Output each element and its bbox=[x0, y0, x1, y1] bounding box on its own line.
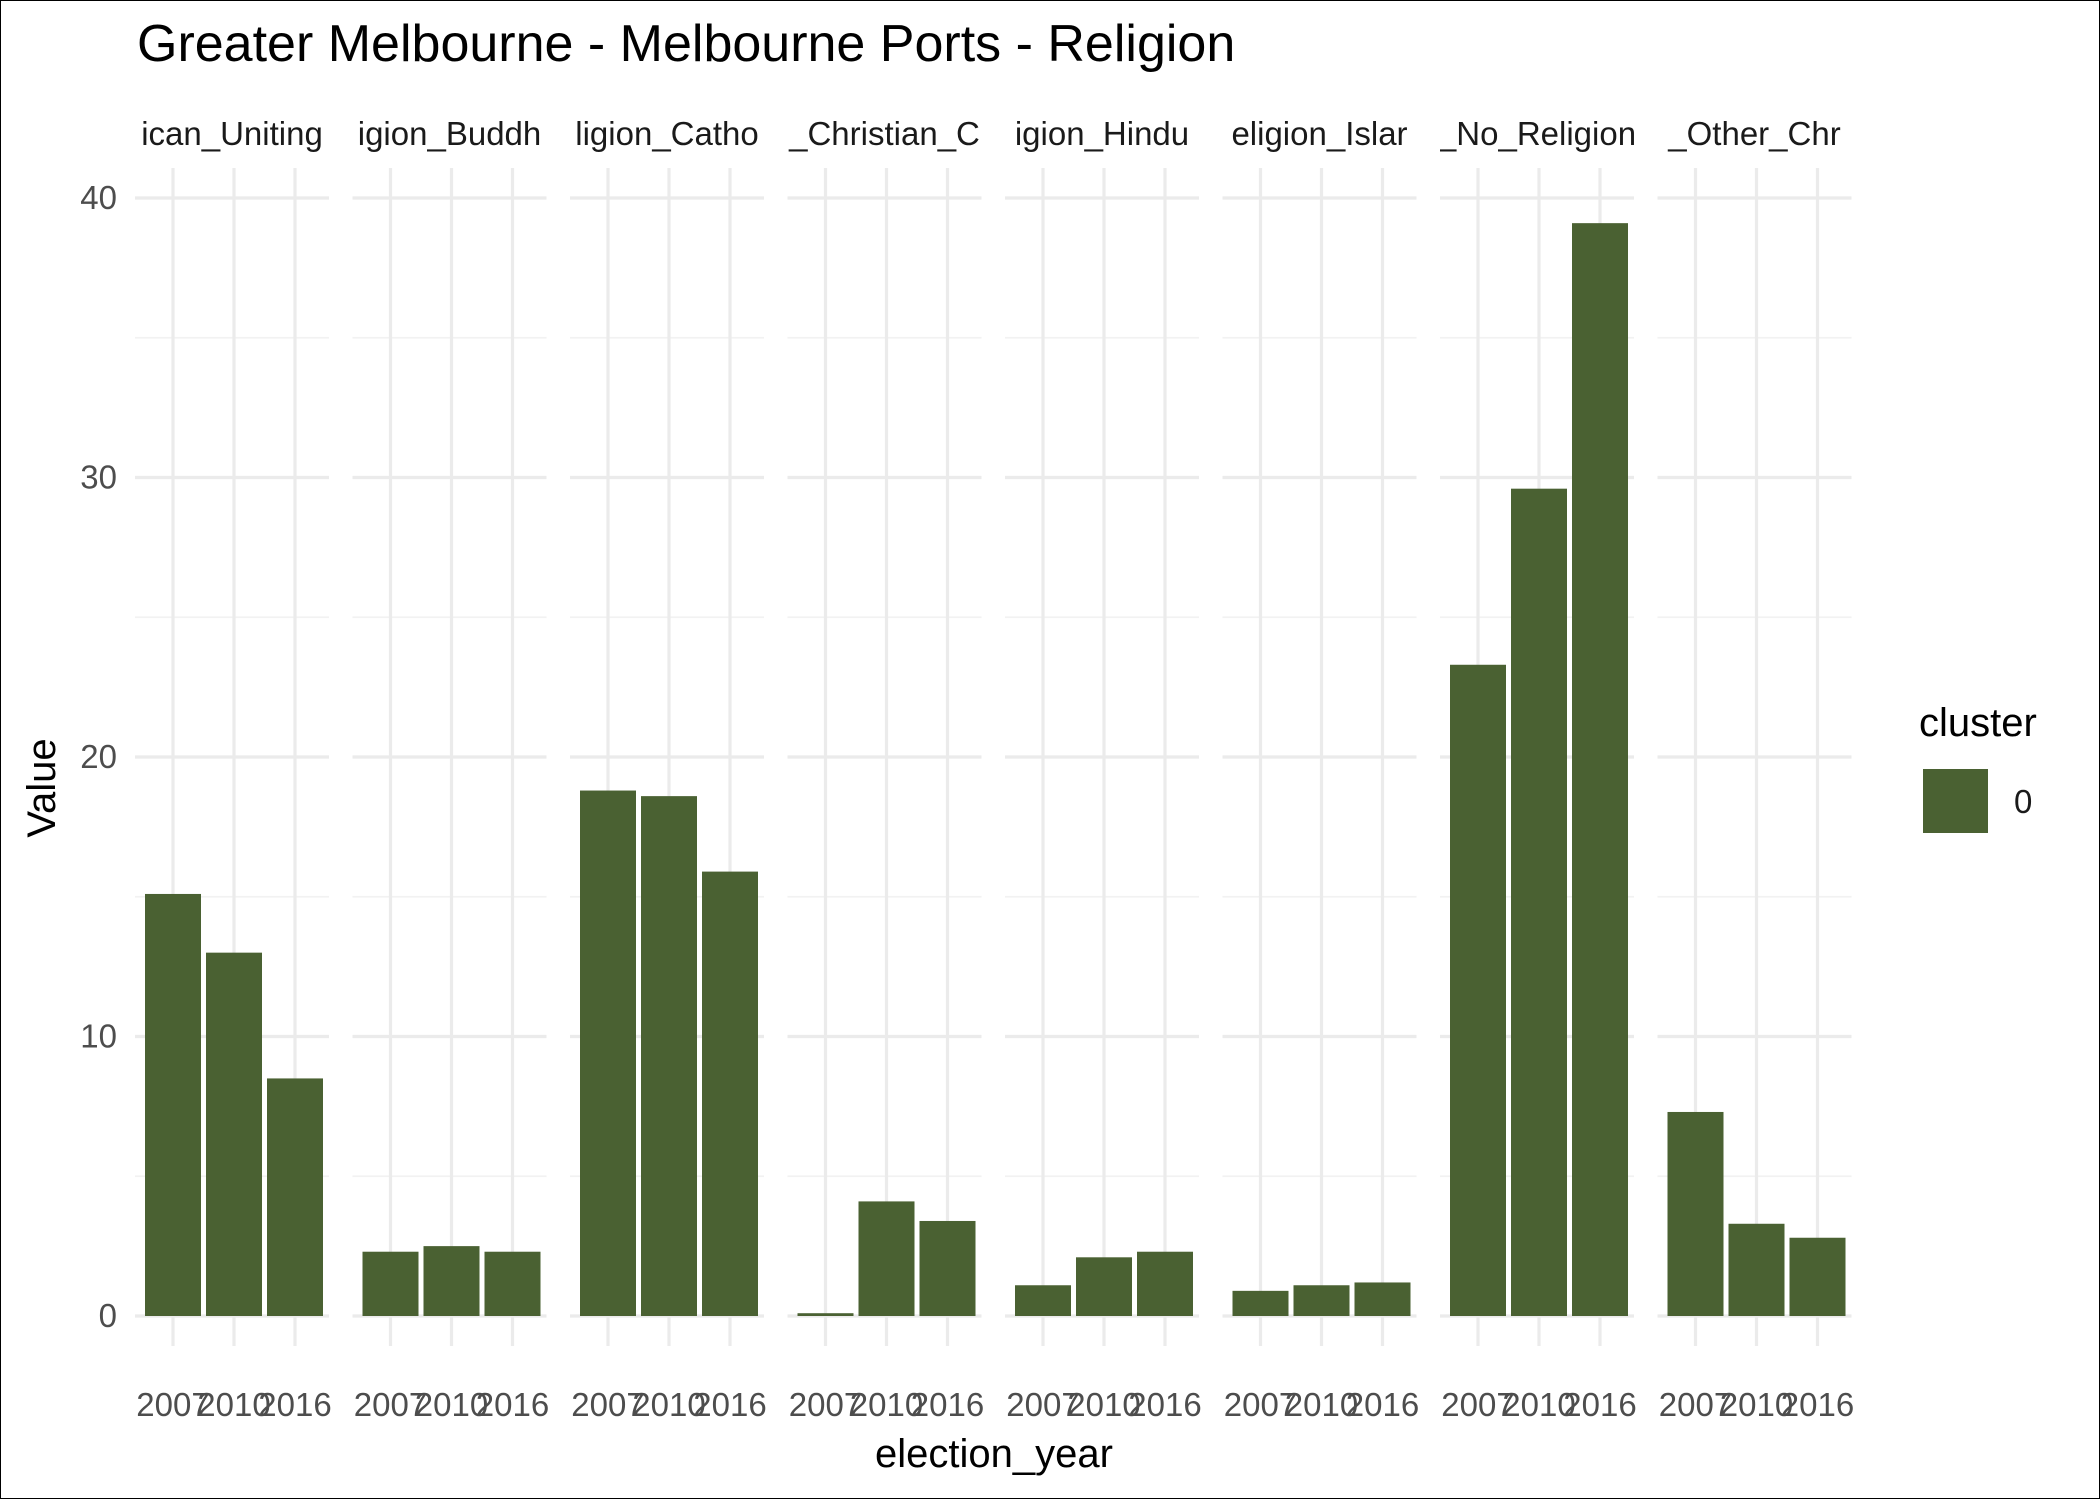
bar--christian-c-2016 bbox=[919, 1220, 976, 1316]
bar-igion-hindu-2016 bbox=[1137, 1251, 1193, 1316]
x-tick-label: 2007 bbox=[354, 1386, 427, 1423]
x-tick-label: 2010 bbox=[1285, 1386, 1358, 1423]
bar-ican-uniting-2016 bbox=[267, 1078, 323, 1316]
x-tick-label: 2007 bbox=[789, 1386, 862, 1423]
x-tick-label: 2016 bbox=[258, 1386, 331, 1423]
y-tick-label: 20 bbox=[80, 738, 117, 775]
x-tick-label: 2010 bbox=[1502, 1386, 1575, 1423]
bar-layer bbox=[145, 223, 1846, 1316]
facet-strip-label: _No_Religion bbox=[1437, 115, 1636, 152]
bar--christian-c-2007 bbox=[797, 1313, 854, 1316]
legend-key-cluster-0 bbox=[1923, 769, 1988, 833]
bar--other-chr-2016 bbox=[1789, 1237, 1846, 1316]
legend: cluster 0 bbox=[1919, 701, 2037, 833]
bar-igion-buddh-2010 bbox=[423, 1246, 480, 1316]
bar-igion-buddh-2016 bbox=[484, 1251, 541, 1316]
x-tick-label: 2007 bbox=[1224, 1386, 1297, 1423]
bar--no-religion-2010 bbox=[1511, 488, 1567, 1316]
x-tick-label: 2016 bbox=[693, 1386, 766, 1423]
y-tick-label: 30 bbox=[80, 459, 117, 496]
bar--no-religion-2016 bbox=[1572, 223, 1628, 1316]
bar-ligion-catho-2007 bbox=[580, 790, 636, 1316]
x-tick-label: 2010 bbox=[197, 1386, 270, 1423]
facet-strip-label: _Christian_C bbox=[788, 115, 980, 152]
x-tick-label: 2007 bbox=[1006, 1386, 1079, 1423]
bar--christian-c-2010 bbox=[858, 1201, 915, 1316]
x-tick-label: 2007 bbox=[136, 1386, 209, 1423]
bar--other-chr-2010 bbox=[1728, 1223, 1785, 1316]
bar-eligion-islar-2007 bbox=[1232, 1290, 1289, 1316]
legend-title: cluster bbox=[1919, 701, 2037, 745]
x-tick-label: 2010 bbox=[850, 1386, 923, 1423]
x-tick-label: 2016 bbox=[1346, 1386, 1419, 1423]
facet-strip-label: igion_Buddh bbox=[358, 115, 542, 152]
x-tick-label: 2016 bbox=[911, 1386, 984, 1423]
x-tick-label: 2007 bbox=[1659, 1386, 1732, 1423]
x-tick-label: 2010 bbox=[1720, 1386, 1793, 1423]
bar-igion-hindu-2007 bbox=[1015, 1285, 1071, 1316]
facet-strip-label: eligion_Islar bbox=[1231, 115, 1407, 152]
bar-igion-buddh-2007 bbox=[362, 1251, 419, 1316]
bar-ican-uniting-2007 bbox=[145, 893, 201, 1316]
facet-strip-label: _Other_Chr bbox=[1667, 115, 1840, 152]
facet-strip-label: ican_Uniting bbox=[141, 115, 323, 152]
x-tick-label: 2010 bbox=[632, 1386, 705, 1423]
x-tick-label: 2016 bbox=[1128, 1386, 1201, 1423]
bar-ligion-catho-2010 bbox=[641, 796, 697, 1316]
facet-strip-label: igion_Hindu bbox=[1015, 115, 1189, 152]
y-tick-label: 40 bbox=[80, 179, 117, 216]
facet-strip-layer: ican_Uniting igion_Buddh ligion_Catho _Chri… bbox=[141, 115, 1841, 152]
bar-eligion-islar-2016 bbox=[1354, 1282, 1411, 1316]
chart-title: Greater Melbourne - Melbourne Ports - Re… bbox=[137, 15, 1235, 73]
x-tick-label: 2007 bbox=[571, 1386, 644, 1423]
bar--no-religion-2007 bbox=[1450, 664, 1506, 1316]
facet-strip-label: ligion_Catho bbox=[575, 115, 758, 152]
y-axis-title: Value bbox=[20, 738, 64, 837]
bar-igion-hindu-2010 bbox=[1076, 1257, 1132, 1316]
x-tick-label: 2010 bbox=[415, 1386, 488, 1423]
legend-label-cluster-0: 0 bbox=[2014, 783, 2032, 820]
y-tick-label: 0 bbox=[99, 1297, 117, 1334]
x-axis-title: election_year bbox=[875, 1432, 1113, 1476]
bar-ican-uniting-2010 bbox=[206, 952, 262, 1316]
x-tick-label: 2007 bbox=[1441, 1386, 1514, 1423]
x-tick-label: 2016 bbox=[476, 1386, 549, 1423]
y-tick-label: 10 bbox=[80, 1018, 117, 1055]
bar-ligion-catho-2016 bbox=[702, 871, 758, 1316]
x-tick-label: 2016 bbox=[1781, 1386, 1854, 1423]
x-tick-label: 2016 bbox=[1563, 1386, 1636, 1423]
bar--other-chr-2007 bbox=[1667, 1111, 1724, 1316]
bar-eligion-islar-2010 bbox=[1293, 1285, 1350, 1316]
x-tick-label: 2010 bbox=[1067, 1386, 1140, 1423]
